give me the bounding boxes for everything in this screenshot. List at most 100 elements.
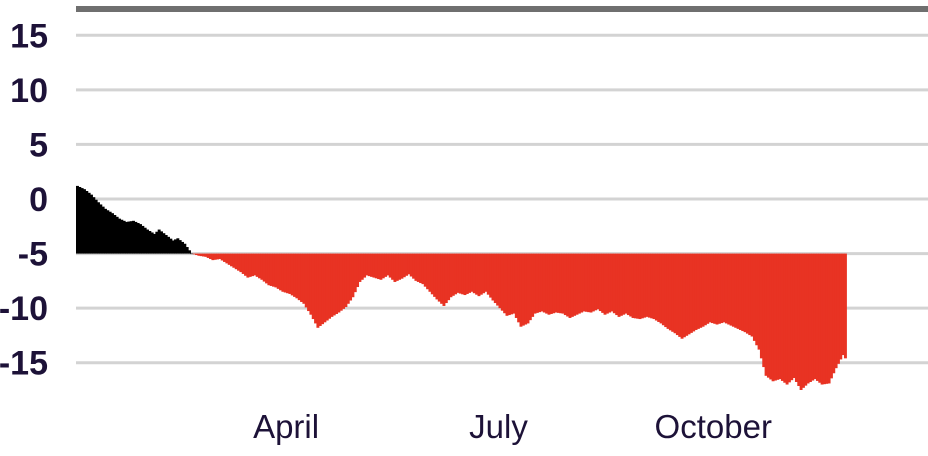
y-axis-ticks: 15 10 5 0 -5 -10 -15 (0, 17, 48, 382)
bar (258, 253, 262, 279)
bar (722, 253, 726, 323)
bar (752, 253, 756, 341)
bar (552, 253, 556, 314)
bar (337, 253, 341, 313)
bar (155, 231, 159, 254)
bar (192, 253, 196, 255)
bar (323, 253, 327, 323)
bar (827, 253, 831, 384)
bar (351, 253, 355, 298)
bar (638, 253, 642, 320)
bar (636, 253, 640, 319)
bar (720, 253, 724, 324)
bar (146, 229, 149, 254)
bar (414, 253, 418, 281)
bar (335, 253, 339, 314)
bar (253, 253, 257, 276)
bar (435, 253, 439, 300)
bar (290, 253, 294, 296)
bar (575, 253, 579, 315)
bar (451, 253, 455, 296)
bar (367, 253, 371, 277)
bar (444, 253, 448, 304)
bar (832, 253, 836, 374)
bar (678, 253, 682, 337)
bar (503, 253, 507, 314)
bar (580, 253, 584, 313)
bar (94, 199, 98, 254)
bar (209, 253, 212, 260)
bar (185, 247, 189, 254)
bar (363, 253, 367, 278)
bar (748, 253, 752, 336)
bar (316, 253, 320, 328)
bar (293, 253, 297, 297)
bar (834, 253, 838, 369)
bar (171, 240, 175, 254)
bar (134, 221, 138, 254)
bar (535, 253, 539, 313)
bar (99, 204, 103, 254)
bar (321, 253, 325, 325)
bar (421, 253, 425, 285)
bar (412, 253, 416, 279)
bar (559, 253, 563, 314)
bar (743, 253, 747, 333)
bar (274, 253, 278, 288)
bar (510, 253, 514, 315)
bar (493, 253, 497, 304)
bar (790, 253, 794, 381)
bar (629, 253, 633, 317)
bar (272, 253, 276, 287)
bar (468, 253, 472, 293)
bar (318, 253, 322, 326)
bar (766, 253, 770, 378)
bar (757, 253, 761, 350)
x-axis-ticks: April July October (253, 408, 772, 445)
bar (731, 253, 735, 327)
bar (157, 229, 161, 254)
bar (540, 253, 544, 312)
bar (496, 253, 500, 306)
bar (83, 189, 86, 254)
bar (484, 253, 488, 292)
bar (617, 253, 621, 317)
bar (729, 253, 733, 326)
bar (566, 253, 570, 317)
bar (640, 253, 644, 319)
bar (764, 253, 768, 376)
bar (309, 253, 313, 315)
bar (498, 253, 502, 309)
bar (106, 210, 110, 254)
bar (736, 253, 740, 329)
bar (458, 253, 462, 294)
bar (199, 253, 203, 257)
bar (400, 253, 404, 279)
bar (87, 192, 91, 254)
bar (598, 253, 602, 312)
bar (470, 253, 474, 292)
bar (391, 253, 395, 280)
bar (423, 253, 427, 287)
bar (118, 218, 121, 254)
bar (153, 233, 156, 254)
bar (587, 253, 591, 313)
bar (122, 220, 126, 254)
bar (204, 253, 208, 257)
x-tick-label: April (253, 408, 319, 445)
bar (836, 253, 840, 364)
bar (561, 253, 565, 314)
bar (708, 253, 712, 323)
bar (447, 253, 451, 301)
bar (778, 253, 782, 380)
bar (108, 211, 112, 254)
bar (818, 253, 822, 383)
bar (491, 253, 495, 301)
bar (542, 253, 546, 313)
bar (78, 186, 82, 254)
bar (223, 253, 226, 262)
bar (799, 253, 803, 390)
bar (531, 253, 535, 317)
bar (407, 253, 411, 275)
bar (710, 253, 714, 324)
